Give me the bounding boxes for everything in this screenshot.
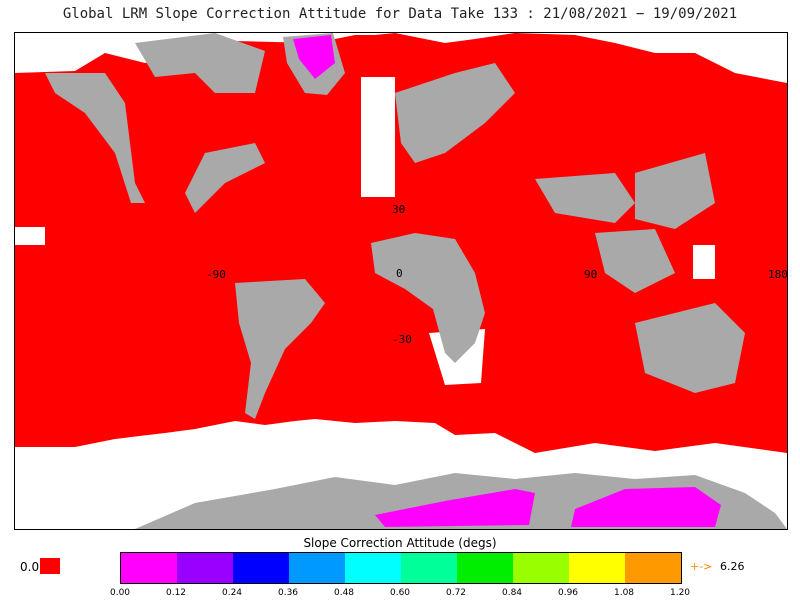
colorbar-tick-label: 1.20 [669,588,691,598]
antarctica-data-east [571,487,721,527]
land-australia [635,303,745,393]
colorbar-title: Slope Correction Attitude (degs) [303,536,497,550]
lon-label-90: 90 [584,268,598,281]
colorbar-swatch-6 [457,553,513,583]
zero-value-swatch [40,558,60,574]
colorbar-swatch-7 [513,553,569,583]
map-canvas [15,33,787,529]
lon-label-180: 180 [768,268,788,281]
colorbar-swatch-4 [345,553,401,583]
land-south-america [235,279,325,419]
colorbar-tick-label: 0.84 [501,588,523,598]
land-se-asia [595,229,675,293]
colorbar-swatch-5 [401,553,457,583]
lat-label-30: 30 [392,203,406,216]
lat-label-0: 0 [396,267,403,280]
map-title: Global LRM Slope Correction Attitude for… [62,6,738,22]
colorbar-ticks: 0.00 0.12 0.24 0.36 0.48 0.60 0.72 0.84 0.96 1.08… [110,588,690,600]
colorbar-tick-label: 0.48 [333,588,355,598]
colorbar-swatch-1 [177,553,233,583]
land-europe [395,63,515,163]
land-north-america-west [45,73,145,203]
colorbar-swatch-3 [289,553,345,583]
land-asia-central [535,173,635,223]
over-range-value: 6.26 [720,560,745,573]
nodata-block [693,245,715,279]
lat-label-minus30: -30 [392,333,412,346]
colorbar-swatch-2 [233,553,289,583]
colorbar-tick-label: 0.96 [557,588,579,598]
colorbar-tick-label: 1.08 [613,588,635,598]
zero-value-label: 0.0 [20,560,40,574]
nodata-block [15,227,45,245]
colorbar-tick-label: 0.24 [221,588,243,598]
colorbar-tick-label: 0.12 [165,588,187,598]
over-range-arrow: +-> [690,560,713,573]
lon-label-minus90: -90 [206,268,226,281]
colorbar-tick-label: 0.00 [109,588,131,598]
colorbar-tick-label: 0.60 [389,588,411,598]
colorbar-swatch-0 [121,553,177,583]
colorbar-tick-label: 0.72 [445,588,467,598]
land-north-america-arctic [135,33,265,93]
colorbar [120,552,682,584]
colorbar-swatch-9 [625,553,681,583]
colorbar-swatch-8 [569,553,625,583]
land-asia-east [635,153,715,229]
land-north-america-east [185,143,265,213]
land-greenland-core [293,35,335,79]
world-map [14,32,788,530]
colorbar-tick-label: 0.36 [277,588,299,598]
nodata-block [361,77,395,197]
antarctica-data-west [375,489,535,527]
land-africa [371,233,485,363]
